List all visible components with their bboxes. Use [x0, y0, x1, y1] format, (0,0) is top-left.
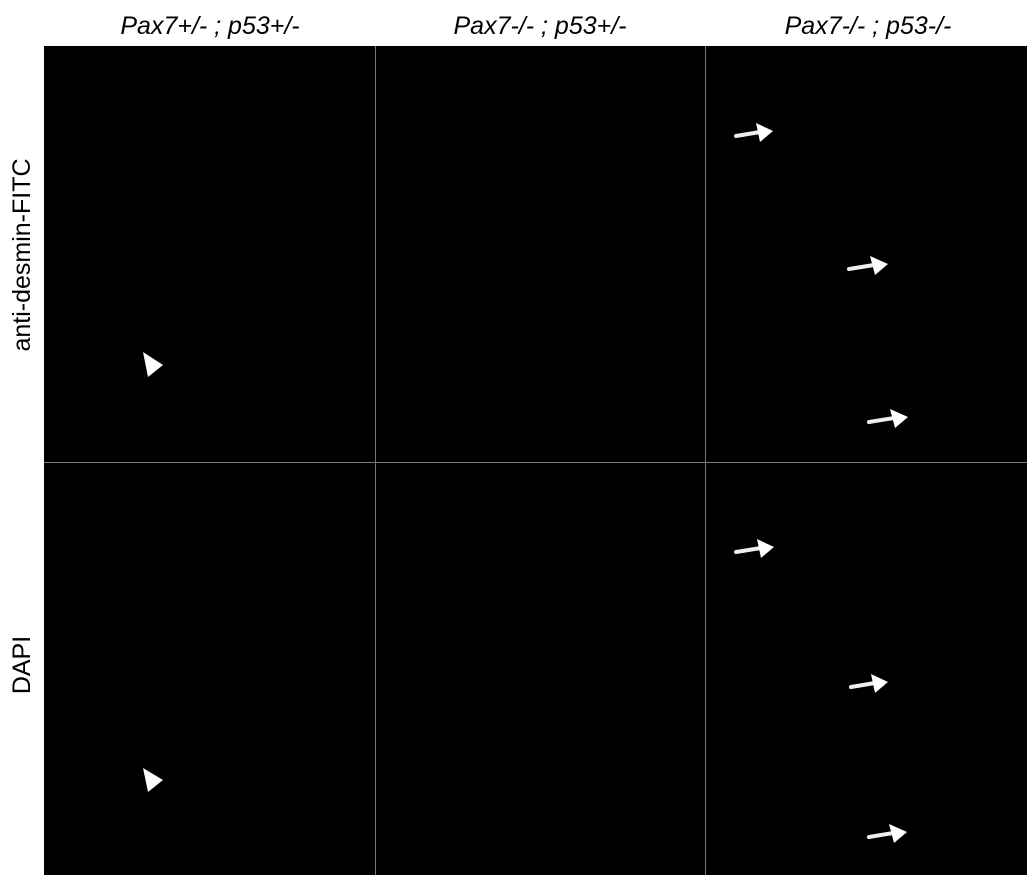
column-header: Pax7-/- ; p53+/-	[454, 12, 627, 40]
row-header: anti-desmin-FITC	[8, 158, 36, 351]
row-header: DAPI	[8, 636, 36, 694]
column-header: Pax7-/- ; p53-/-	[785, 12, 952, 40]
column-header: Pax7+/- ; p53+/-	[120, 12, 299, 40]
figure: Pax7+/- ; p53+/- Pax7-/- ; p53+/- Pax7-/…	[0, 0, 1027, 875]
microscopy-panels	[44, 46, 1027, 875]
image-grid	[44, 46, 1027, 875]
